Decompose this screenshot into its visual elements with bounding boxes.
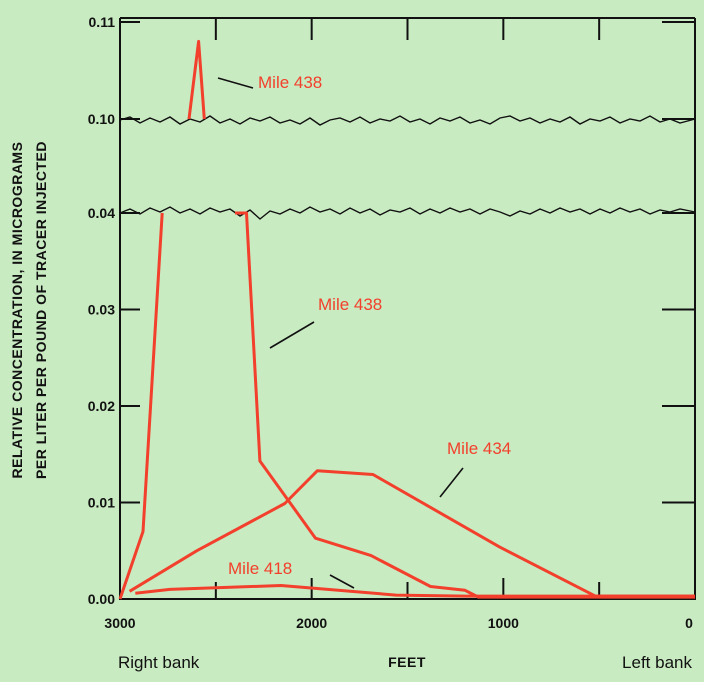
x-tick-label: 2000 [296,615,327,631]
chart-frame [119,17,696,600]
annotation-mile-418: Mile 418 [228,559,292,578]
x-tick-label: 0 [685,615,693,631]
y-tick-label: 0.02 [88,398,115,414]
leader-mile-434 [439,467,464,498]
y-tick-label: 0.11 [89,14,116,30]
y-tick-label: 0.10 [88,111,115,127]
series-line-mile-438-0-seg-2 [235,211,695,599]
right-bank-label: Right bank [118,653,200,672]
annotation-mile-434: Mile 434 [447,439,511,458]
tick-labels: 3000 2000 1000 0 0.00 0.01 0.02 0.03 0.04 0.10 0.1… [88,14,693,631]
y-tick-label: 0.00 [88,591,115,607]
leader-mile-418 [329,574,355,589]
y-axis-title-line2: PER LITER PER POUND OF TRACER INJECTED [33,141,49,479]
series-group [118,39,695,600]
axis-break-upper [119,115,696,126]
axis-break-lower [119,206,696,220]
x-axis-title: FEET [388,654,426,670]
x-tick-label: 1000 [488,615,519,631]
callout-leaders [217,77,464,589]
leader-mile-438-upper [217,77,254,89]
y-axis-title-line1: RELATIVE CONCENTRATION, IN MICROGRAMS [9,142,25,479]
leader-mile-438-lower [269,321,315,349]
annotation-mile-438-upper: Mile 438 [258,73,322,92]
y-tick-label: 0.01 [88,495,115,511]
ticks [119,18,696,600]
series-line-mile-438-0-seg-1 [187,39,206,120]
series-line-mile-434-1-seg-0 [128,469,695,598]
y-tick-label: 0.04 [88,205,115,221]
annotation-mile-438-lower: Mile 438 [318,295,382,314]
left-bank-label: Left bank [622,653,692,672]
x-tick-label: 3000 [104,615,135,631]
series-line-mile-438-0-seg-0 [118,212,164,600]
y-tick-label: 0.03 [88,302,115,318]
series-line-mile-418-2-seg-0 [135,584,695,598]
